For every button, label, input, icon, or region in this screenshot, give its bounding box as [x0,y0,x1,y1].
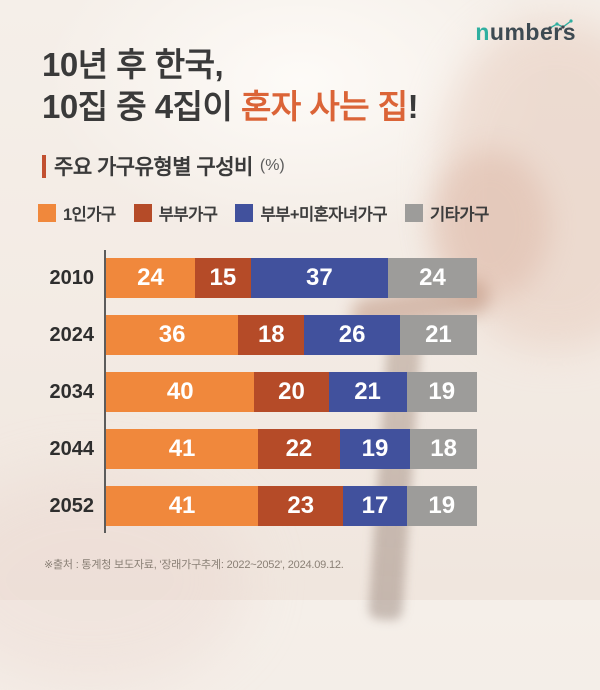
bar-segment: 24 [387,258,478,298]
headline-line2-suffix: ! [407,88,419,125]
segment-value: 15 [209,264,237,291]
segment-value: 17 [361,492,389,519]
bar-segment: 23 [258,486,344,526]
chart-row: 2052 41 23 17 19 [0,486,600,526]
bar-segment: 24 [106,258,196,298]
bar-segment: 19 [339,429,411,469]
sparkline-icon [548,10,574,37]
year-label: 2010 [49,266,95,289]
bar-segment: 21 [328,372,407,412]
year-label: 2044 [49,437,95,460]
chart-row: 2044 41 22 19 18 [0,429,600,469]
chart-rows: 2010 24 15 37 24 2024 36 18 26 21 2034 40 20 21 19 2044… [0,250,600,533]
headline: 10년 후 한국, 10집 중 4집이 혼자 사는 집! [42,44,419,128]
headline-line1: 10년 후 한국, [42,46,224,83]
bar-segment: 18 [410,429,477,469]
bar-segment: 15 [195,258,251,298]
legend-label: 부부+미혼자녀가구 [260,206,388,224]
bar-segment: 37 [250,258,388,298]
year-label: 2034 [49,380,95,403]
headline-highlight: 혼자 사는 집 [241,88,408,125]
stacked-bar: 24 15 37 24 [106,258,478,298]
bar-segment: 19 [406,486,477,526]
bar-segment: 20 [254,372,329,412]
bar-segment: 17 [343,486,407,526]
segment-value: 18 [257,321,285,348]
segment-value: 21 [425,321,452,348]
legend-swatch [235,204,254,222]
segment-value: 41 [168,435,196,462]
source-note: ※출처 : 통계청 보도자료, '장래가구추계: 2022~2052', 202… [44,559,344,571]
bar-segment: 18 [238,315,305,355]
stacked-bar: 41 22 19 18 [106,429,477,469]
year-label: 2052 [49,494,95,517]
segment-value: 23 [287,492,315,519]
legend-swatch [38,204,56,222]
y-axis-line [104,250,106,533]
segment-value: 19 [428,378,456,405]
chart-row: 2034 40 20 21 19 [0,372,600,412]
segment-value: 24 [419,264,446,291]
bar-segment: 26 [304,315,400,355]
legend-item: 부부가구 [133,201,218,225]
legend-label: 1인가구 [63,206,116,224]
legend-item: 부부+미혼자녀가구 [235,201,388,225]
legend-item: 1인가구 [38,201,116,225]
segment-value: 41 [168,492,196,519]
segment-value: 36 [158,321,186,348]
stacked-bar: 36 18 26 21 [106,315,477,355]
stacked-bar: 40 20 21 19 [106,372,477,412]
legend-swatch [405,204,424,222]
bar-segment: 21 [399,315,477,355]
segment-value: 19 [361,435,389,462]
segment-value: 21 [354,378,381,405]
segment-value: 20 [278,378,305,405]
segment-value: 37 [305,264,333,291]
legend: 1인가구 부부가구 부부+미혼자녀가구 기타가구 [38,201,489,225]
segment-value: 22 [285,435,313,462]
chart-title-block: 주요 가구유형별 구성비 (%) [42,151,285,181]
legend-label: 부부가구 [158,206,218,224]
accent-bar [42,154,46,178]
segment-value: 24 [137,264,164,291]
stacked-bar: 41 23 17 19 [106,486,477,526]
segment-value: 19 [428,492,456,519]
brand-logo: numbers [475,19,576,46]
bar-segment: 19 [406,372,477,412]
stacked-bar-chart: 2010 24 15 37 24 2024 36 18 26 21 2034 40 20 21 19 2044… [0,250,600,533]
unit-label: (%) [259,157,285,174]
headline-line2: 10집 중 4집이 혼자 사는 집! [42,86,419,128]
legend-label: 기타가구 [430,206,489,224]
logo-text-prefix: n [475,19,490,45]
segment-value: 18 [430,435,457,462]
segment-value: 40 [166,378,194,405]
bar-segment: 40 [106,372,255,412]
bar-segment: 41 [106,486,259,526]
bar-segment: 36 [106,315,239,355]
chart-title: 주요 가구유형별 구성비 [54,156,253,179]
segment-value: 26 [338,321,366,348]
bar-segment: 22 [258,429,340,469]
headline-line2-prefix: 10집 중 4집이 [42,88,242,125]
bar-segment: 41 [106,429,259,469]
year-label: 2024 [49,323,95,346]
chart-row: 2010 24 15 37 24 [0,258,600,298]
legend-item: 기타가구 [405,201,489,225]
legend-swatch [133,204,152,222]
chart-row: 2024 36 18 26 21 [0,315,600,355]
